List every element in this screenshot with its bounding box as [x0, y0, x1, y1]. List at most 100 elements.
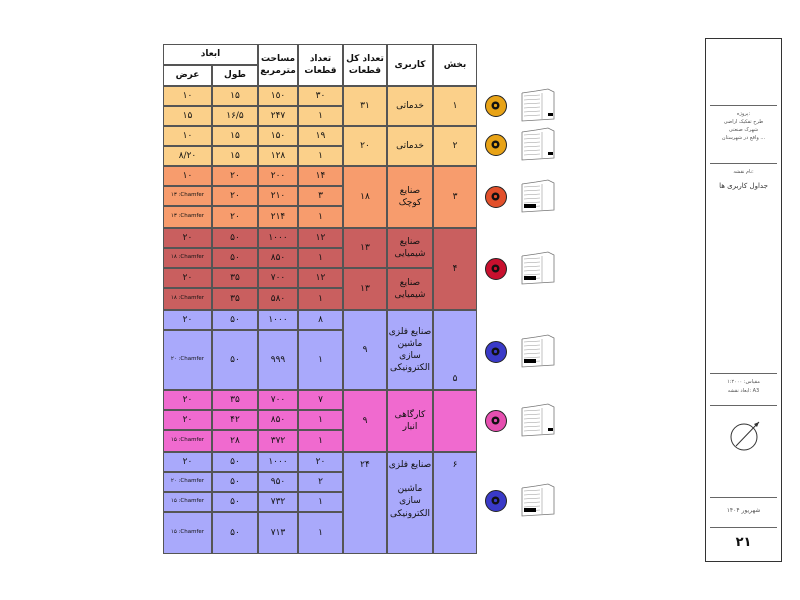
cell-length: ۵٠	[212, 472, 258, 492]
title-block-divider	[710, 105, 777, 106]
header-section: بخش	[433, 44, 477, 86]
cell-length: ٣۵	[212, 288, 258, 310]
cell-usage: صنایع فلزی ماشین سازی الکترونیکی	[387, 310, 433, 390]
title-block: پروژه: طرح تفکیک اراضی شهرک صنعتی واقع د…	[705, 38, 782, 562]
cell-width: ٢٠	[163, 310, 212, 330]
sheet-label: نام نقشه:	[733, 169, 754, 175]
cell-count: ١	[298, 146, 343, 166]
cell-count: ١٢	[298, 228, 343, 248]
cell-area: ٣٧٢	[258, 430, 298, 452]
header-count: تعداد قطعات	[298, 44, 343, 86]
cell-width: ١٨ :Chamfer	[163, 248, 212, 268]
paper-size-label: ابعاد نقشه: A3	[727, 388, 760, 394]
cell-usage: کارگاهی انبار	[387, 390, 433, 452]
cell-width: ٢٠ :Chamfer	[163, 330, 212, 390]
parcel-thumbnail	[518, 178, 556, 214]
cell-length: ۵٠	[212, 452, 258, 472]
workshop-icon	[485, 410, 507, 432]
chemical-icon	[485, 258, 507, 280]
north-arrow-icon	[730, 421, 760, 451]
cell-length: ۴٢	[212, 410, 258, 430]
header-dimensions: ابعاد	[163, 44, 258, 65]
cell-area: ۵٨٠	[258, 288, 298, 310]
cell-length: ١۵	[212, 126, 258, 146]
cell-count: ٣	[298, 186, 343, 206]
cell-total-parcels: ٩	[343, 390, 387, 452]
cell-width: ١۵ :Chamfer	[163, 492, 212, 512]
cell-length: ١۵	[212, 146, 258, 166]
cell-area: ١٠٠٠	[258, 310, 298, 330]
parcel-thumbnail	[518, 333, 556, 369]
parcel-thumbnail	[518, 482, 556, 518]
cell-width: ١٨ :Chamfer	[163, 288, 212, 310]
cell-width: ١۵	[163, 106, 212, 126]
cell-usage: صنایع کوچک	[387, 166, 433, 228]
cell-count: ١	[298, 492, 343, 512]
cell-area: ٧٠٠	[258, 268, 298, 288]
cell-area: ٩۵٠	[258, 472, 298, 492]
cell-width: ٢٠ :Chamfer	[163, 472, 212, 492]
cell-width: ٢٠	[163, 268, 212, 288]
cell-section-id: ٣	[433, 166, 477, 228]
cell-section-id: ٢	[433, 126, 477, 166]
cell-count: ١	[298, 106, 343, 126]
parcel-thumbnail	[518, 87, 556, 123]
cell-count: ١	[298, 248, 343, 268]
cell-width: ١٠	[163, 166, 212, 186]
cell-count: ١	[298, 330, 343, 390]
cell-count: ١۴	[298, 166, 343, 186]
cell-count: ١٩	[298, 126, 343, 146]
cell-total-parcels: ٩	[343, 310, 387, 390]
cell-count: ١	[298, 512, 343, 554]
cell-total-parcels: ١٨	[343, 166, 387, 228]
cell-usage: خدماتی	[387, 86, 433, 126]
cell-count: ٧	[298, 390, 343, 410]
cell-section-id: ۵	[433, 310, 477, 390]
cell-area: ٧٣٢	[258, 492, 298, 512]
parcel-thumbnail	[518, 126, 556, 162]
cell-area: ٢۴٧	[258, 106, 298, 126]
project-line-2: طرح تفکیک اراضی	[723, 119, 764, 125]
cell-section-id: ۶	[433, 452, 477, 554]
cell-length: ٣۵	[212, 268, 258, 288]
cell-section-id: ۴	[433, 228, 477, 310]
cell-length: ۵٠	[212, 248, 258, 268]
cell-area: ٢٠٠	[258, 166, 298, 186]
cell-length: ٢٨	[212, 430, 258, 452]
cell-length: ۵٠	[212, 310, 258, 330]
cell-total-parcels: ٣١	[343, 86, 387, 126]
gear-service-icon	[485, 95, 507, 117]
cell-area: ٨۵٠	[258, 410, 298, 430]
page-number: ٢١	[735, 535, 752, 550]
project-line-1: پروژه:	[736, 111, 751, 117]
cell-width: ٢٠	[163, 452, 212, 472]
title-block-divider	[710, 373, 777, 374]
project-line-4: واقع در شهرستان ...	[721, 135, 766, 141]
cell-count: ١	[298, 430, 343, 452]
cell-area: ٢١٠	[258, 186, 298, 206]
cell-count: ٢	[298, 472, 343, 492]
title-block-divider	[710, 497, 777, 498]
cell-length: ٢٠	[212, 206, 258, 228]
title-block-divider	[710, 527, 777, 528]
cell-count: ١	[298, 410, 343, 430]
cell-width: ٨/٢٠	[163, 146, 212, 166]
cell-section-empty	[433, 390, 477, 452]
cell-width: ٢٠	[163, 410, 212, 430]
cell-length: ۵٠	[212, 330, 258, 390]
cell-area: ١٢٨	[258, 146, 298, 166]
cell-length: ٢٠	[212, 186, 258, 206]
cell-width: ١٣ :Chamfer	[163, 186, 212, 206]
cell-length: ۵٠	[212, 512, 258, 554]
parcel-thumbnail	[518, 250, 556, 286]
scale-label: مقیاس: ١:٢٠٠٠	[727, 379, 760, 385]
cell-count: ٢٠	[298, 452, 343, 472]
cell-usage: صنایع شیمیایی	[387, 268, 433, 310]
date-label: شهریور ١۴٠۴	[726, 507, 761, 514]
cell-total-parcels: ٢۴	[343, 452, 387, 554]
title-block-divider	[710, 163, 777, 164]
cell-total-parcels: ١٣	[343, 268, 387, 310]
usage-table: بخش کاربری تعداد کل قطعات تعداد قطعات مس…	[163, 44, 477, 554]
project-line-3: شهرک صنعتی	[728, 127, 759, 133]
